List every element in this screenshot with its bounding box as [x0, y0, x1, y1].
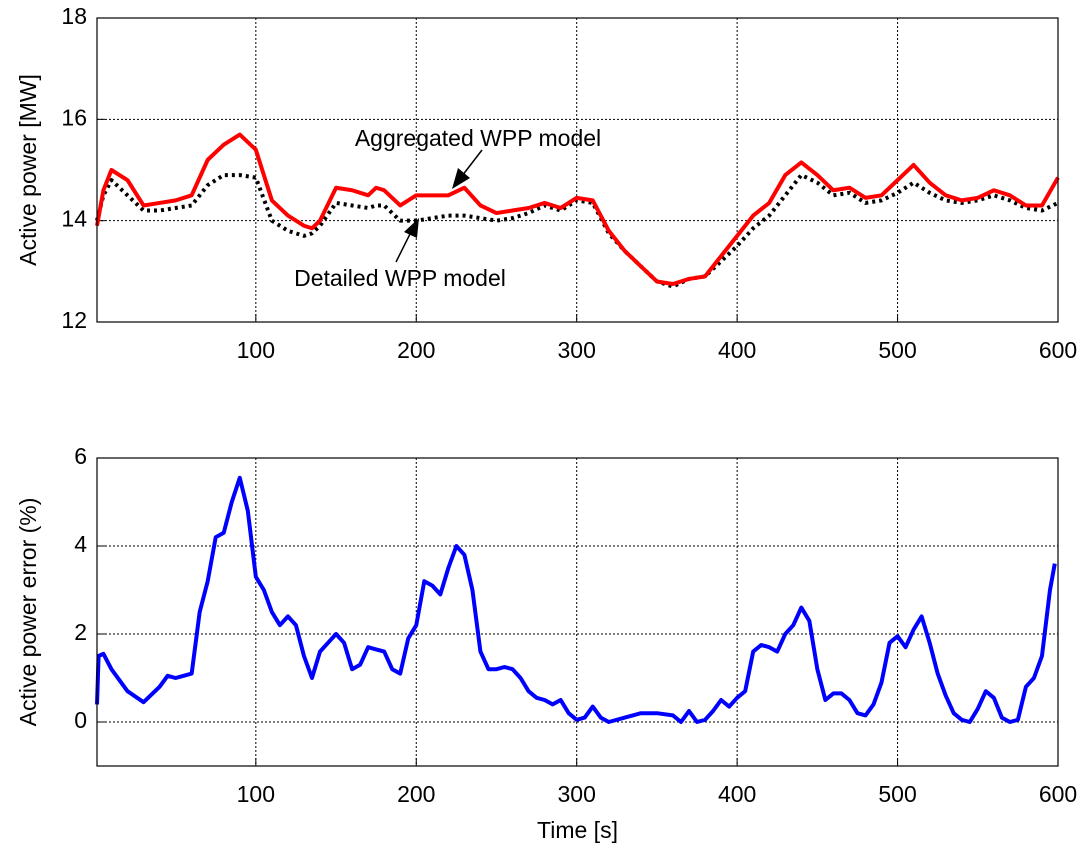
plot-frame: [96, 457, 1059, 767]
annotation: Aggregated WPP model: [355, 125, 601, 151]
y-tick-label: 14: [61, 206, 87, 232]
x-tick-label: 300: [558, 781, 596, 807]
annotation-arrows: [395, 149, 483, 263]
x-tick-label: 600: [1039, 337, 1077, 363]
y-axis-label: Active power [MW]: [15, 74, 41, 266]
y-tick-label: 0: [74, 707, 87, 733]
x-tick-label: 200: [397, 781, 435, 807]
x-tick-label: 500: [878, 781, 916, 807]
y-axis-label: Active power error (%): [15, 498, 41, 727]
series-line: [95, 475, 1057, 724]
x-tick-label: 100: [237, 337, 275, 363]
x-axis-label: Time [s]: [537, 817, 618, 843]
arrow-head: [452, 168, 470, 189]
series-line: [95, 132, 1060, 286]
x-tick-label: 200: [397, 337, 435, 363]
x-tick-label: 400: [718, 337, 756, 363]
arrow: [461, 149, 483, 177]
arrow-head: [404, 218, 419, 238]
x-tick-label: 500: [878, 337, 916, 363]
arrow: [395, 231, 412, 263]
y-tick-label: 4: [74, 531, 87, 557]
annotation: Detailed WPP model: [294, 265, 506, 291]
x-tick-label: 600: [1039, 781, 1077, 807]
y-tick-label: 16: [61, 104, 87, 130]
y-tick-label: 18: [61, 3, 87, 29]
y-tick-label: 2: [74, 619, 87, 645]
plot-area: [97, 18, 1058, 322]
x-tick-label: 400: [718, 781, 756, 807]
y-tick-label: 12: [61, 307, 87, 333]
x-tick-label: 100: [237, 781, 275, 807]
plot-frame: [96, 17, 1059, 323]
y-tick-label: 6: [74, 443, 87, 469]
series-line: [95, 173, 1059, 289]
x-tick-label: 300: [558, 337, 596, 363]
